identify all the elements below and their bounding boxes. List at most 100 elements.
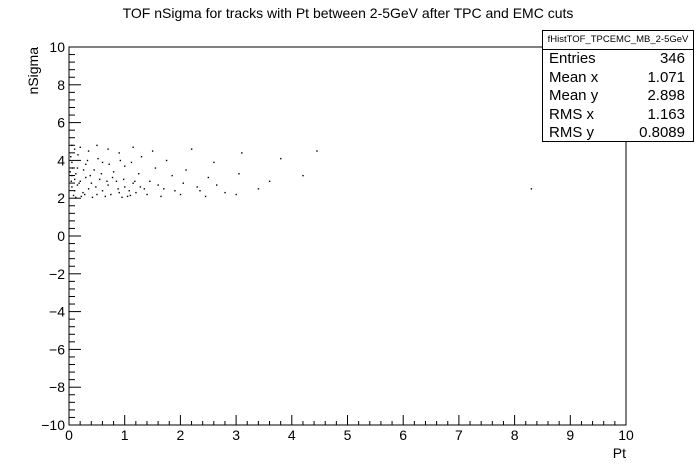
y-tick-label: −8: [49, 379, 65, 395]
data-point: [185, 169, 187, 171]
data-point: [85, 163, 87, 165]
data-point: [130, 161, 133, 164]
stats-label: Entries: [549, 50, 596, 67]
data-point: [75, 196, 77, 199]
stats-row: Entries 346: [543, 50, 693, 69]
data-point: [101, 190, 104, 192]
data-point: [154, 167, 157, 169]
stats-label: Mean y: [549, 87, 599, 104]
data-point: [241, 152, 243, 154]
x-tick-label: 10: [618, 427, 634, 443]
data-point: [77, 154, 79, 156]
stats-label: Mean x: [549, 68, 599, 86]
x-tick-label: 1: [121, 427, 129, 443]
data-point: [165, 159, 168, 162]
data-point: [134, 180, 136, 182]
data-point: [302, 174, 304, 177]
stats-value: 346: [659, 50, 685, 67]
x-tick-label: 9: [566, 427, 574, 443]
y-tick-label: 2: [57, 190, 65, 206]
data-point: [70, 156, 72, 158]
data-point: [174, 190, 176, 192]
data-point: [110, 193, 112, 196]
data-point: [124, 186, 126, 188]
data-point: [100, 173, 103, 175]
data-point: [99, 178, 101, 181]
data-point: [71, 174, 73, 177]
data-point: [72, 194, 75, 197]
data-point: [235, 193, 237, 196]
data-point: [122, 178, 125, 181]
data-point: [78, 182, 80, 184]
data-point: [108, 163, 110, 165]
chart-title: TOF nSigma for tracks with Pt between 2-…: [122, 5, 574, 21]
data-point: [138, 173, 140, 175]
data-point: [238, 173, 240, 175]
y-tick-label: 4: [57, 152, 65, 168]
data-point: [71, 167, 74, 169]
data-point: [76, 184, 79, 186]
data-point: [179, 193, 182, 196]
data-point: [87, 150, 90, 152]
data-point: [73, 190, 76, 192]
data-point: [75, 173, 77, 175]
data-point: [83, 193, 86, 196]
data-point: [82, 169, 85, 171]
data-point: [104, 195, 107, 198]
data-point: [89, 174, 91, 177]
data-point: [224, 191, 226, 194]
data-point: [96, 193, 98, 196]
x-tick-label: 0: [65, 427, 73, 443]
stats-value: 1.163: [647, 105, 685, 123]
x-tick-label: 8: [511, 427, 519, 443]
data-point: [151, 150, 154, 152]
data-point: [121, 196, 123, 199]
data-point: [106, 180, 108, 182]
data-point: [91, 196, 94, 199]
data-point: [530, 188, 533, 190]
data-point: [171, 174, 173, 177]
data-point: [71, 161, 73, 164]
data-point: [213, 161, 215, 164]
data-point: [135, 191, 137, 194]
stats-label: RMS x: [549, 105, 594, 123]
data-point: [117, 188, 119, 190]
data-point: [280, 157, 282, 160]
data-point: [160, 195, 162, 198]
data-point: [95, 186, 97, 188]
x-tick-label: 7: [455, 427, 463, 443]
data-point: [112, 171, 115, 173]
data-point: [216, 184, 218, 186]
data-point: [128, 190, 130, 192]
data-point: [126, 195, 129, 198]
x-tick-label: 4: [288, 427, 296, 443]
data-point: [80, 195, 83, 198]
data-point: [90, 182, 93, 184]
data-point: [76, 167, 79, 169]
stats-value: 0.8089: [639, 124, 685, 141]
x-tick-label: 3: [232, 427, 240, 443]
data-point: [71, 186, 73, 188]
y-tick-label: 0: [57, 228, 65, 244]
x-tick-label: 2: [177, 427, 185, 443]
stats-row: RMS x 1.163: [543, 106, 693, 125]
data-point: [207, 176, 210, 179]
data-point: [132, 182, 134, 184]
data-point: [119, 159, 122, 162]
data-point: [163, 188, 165, 190]
data-point: [157, 184, 159, 186]
stats-hist-name: fHistTOF_TPCEMC_MB_2-5GeV: [543, 31, 693, 50]
data-point: [190, 148, 193, 150]
data-point: [82, 191, 84, 194]
y-tick-label: 8: [57, 77, 65, 93]
data-point: [69, 171, 71, 173]
data-point: [79, 146, 81, 148]
data-point: [87, 188, 90, 190]
data-point: [118, 152, 120, 154]
x-tick-label: 6: [399, 427, 407, 443]
data-point: [96, 144, 98, 147]
data-point: [132, 146, 134, 148]
data-point: [111, 176, 114, 179]
data-point: [118, 191, 120, 194]
y-axis-label: nSigma: [25, 47, 41, 95]
